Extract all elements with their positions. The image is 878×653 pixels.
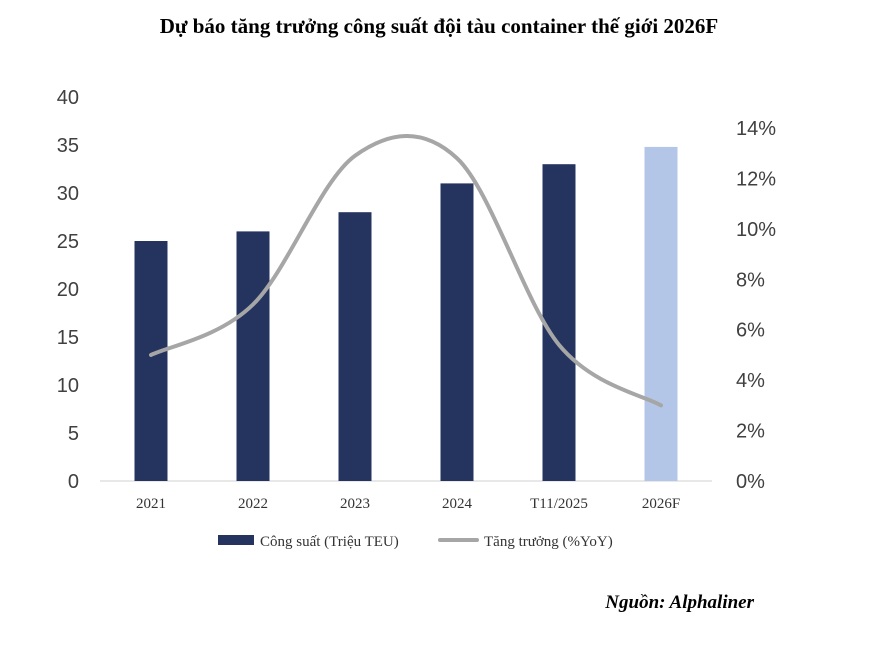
left-tick-label: 25 <box>57 231 79 253</box>
bar <box>644 146 678 482</box>
category-label: 2022 <box>238 496 268 512</box>
right-axis-ticks: 0% 2% 4% 6% 8% 10% 12% 14% <box>736 118 776 493</box>
growth-line <box>149 134 663 408</box>
category-label: 2023 <box>340 496 370 512</box>
bar <box>338 212 372 481</box>
category-label: 2021 <box>136 496 166 512</box>
right-tick-label: 14% <box>736 118 776 140</box>
legend: Công suất (Triệu TEU) Tăng trưởng (%YoY) <box>218 534 613 550</box>
bar <box>134 241 168 481</box>
category-label: 2024 <box>442 496 473 512</box>
right-tick-label: 12% <box>736 168 776 190</box>
growth-line-series <box>149 134 663 408</box>
category-label: T11/2025 <box>530 496 588 512</box>
left-tick-label: 15 <box>57 327 79 349</box>
source-note: Nguồn: Alphaliner <box>605 592 754 613</box>
legend-swatch-capacity <box>218 535 254 545</box>
legend-label-growth: Tăng trưởng (%YoY) <box>484 534 613 550</box>
category-label: 2026F <box>642 496 680 512</box>
legend-label-capacity: Công suất (Triệu TEU) <box>260 534 399 550</box>
bar-series <box>134 146 678 482</box>
left-tick-label: 20 <box>57 279 79 301</box>
bar <box>440 183 474 481</box>
right-tick-label: 6% <box>736 320 765 342</box>
right-tick-label: 4% <box>736 370 765 392</box>
left-tick-label: 35 <box>57 135 79 157</box>
category-labels: 2021 2022 2023 2024 T11/2025 2026F <box>136 496 680 512</box>
right-tick-label: 10% <box>736 219 776 241</box>
left-tick-label: 5 <box>68 423 79 445</box>
chart-title: Dự báo tăng trưởng công suất đội tàu con… <box>159 14 719 38</box>
left-axis-ticks: 0 5 10 15 20 25 30 35 40 <box>57 87 79 493</box>
bar <box>542 164 576 481</box>
right-tick-label: 8% <box>736 269 765 291</box>
left-tick-label: 30 <box>57 183 79 205</box>
left-tick-label: 0 <box>68 471 79 493</box>
bar <box>236 231 270 481</box>
right-tick-label: 2% <box>736 421 765 443</box>
left-tick-label: 40 <box>57 87 79 109</box>
right-tick-label: 0% <box>736 471 765 493</box>
left-tick-label: 10 <box>57 375 79 397</box>
